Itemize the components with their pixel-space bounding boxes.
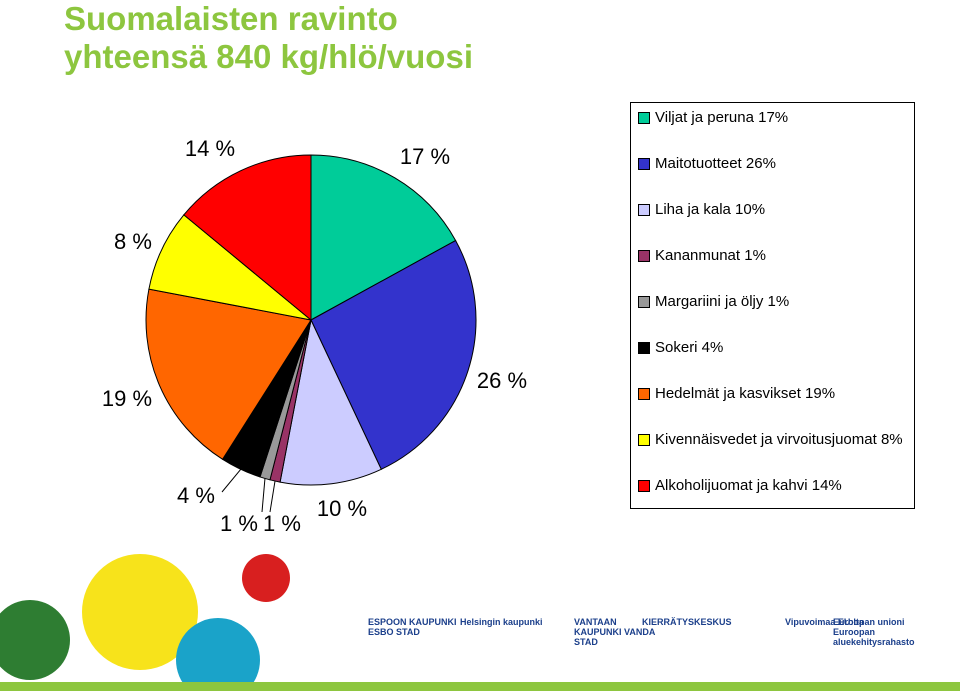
footer-bar	[0, 682, 960, 691]
decor-ball	[0, 600, 70, 680]
data-label: 1 %	[220, 511, 258, 536]
legend: Viljat ja peruna 17% Maitotuotteet 26% Lih…	[630, 102, 915, 509]
legend-swatch	[638, 480, 650, 492]
decor-ball	[176, 618, 260, 691]
logo-text: Vipuvoimaa EU:lta	[785, 617, 864, 627]
pie-slice	[310, 239, 477, 470]
legend-item: Liha ja kala 10%	[638, 201, 914, 247]
legend-swatch	[638, 204, 650, 216]
legend-item: Hedelmät ja kasvikset 19%	[638, 385, 914, 431]
legend-label: Alkoholijuomat ja kahvi 14%	[655, 477, 842, 494]
decor-ball	[242, 554, 290, 602]
logo-text: KIERRÄTYSKESKUS	[642, 617, 732, 627]
legend-item: Sokeri 4%	[638, 339, 914, 385]
leader-line	[269, 480, 276, 513]
legend-label: Maitotuotteet 26%	[655, 155, 776, 172]
data-label: 10 %	[317, 496, 367, 521]
legend-label: Hedelmät ja kasvikset 19%	[655, 385, 836, 402]
data-label: 14 %	[185, 136, 235, 161]
decor-ball	[82, 554, 198, 670]
legend-label: Kananmunat 1%	[655, 247, 766, 264]
legend-swatch	[638, 434, 650, 446]
leader-line	[221, 468, 242, 493]
leader-line	[261, 478, 266, 513]
legend-item: Kananmunat 1%	[638, 247, 914, 293]
pie-slice	[279, 318, 382, 486]
legend-item: Kivennäisvedet ja virvoitusjuomat 8%	[638, 431, 914, 477]
legend-item: Margariini ja öljy 1%	[638, 293, 914, 339]
legend-swatch	[638, 296, 650, 308]
logo-text: Euroopan unioni Euroopan aluekehitysraha…	[833, 617, 915, 647]
data-label: 19 %	[102, 386, 152, 411]
logo-text: Helsingin kaupunki	[460, 617, 543, 627]
data-label: 8 %	[114, 229, 152, 254]
legend-item: Alkoholijuomat ja kahvi 14%	[638, 477, 914, 523]
legend-label: Viljat ja peruna 17%	[655, 109, 789, 126]
pie-slice	[310, 154, 457, 321]
data-label: 17 %	[400, 144, 450, 169]
legend-swatch	[638, 342, 650, 354]
pie-slice	[145, 288, 312, 461]
legend-swatch	[638, 250, 650, 262]
legend-label: Sokeri 4%	[655, 339, 724, 356]
legend-swatch	[638, 388, 650, 400]
legend-swatch	[638, 112, 650, 124]
data-label: 4 %	[177, 483, 215, 508]
data-label: 1 %	[263, 511, 301, 536]
data-label: 26 %	[477, 368, 527, 393]
legend-label: Margariini ja öljy 1%	[655, 293, 790, 310]
legend-swatch	[638, 158, 650, 170]
legend-item: Maitotuotteet 26%	[638, 155, 914, 201]
logo-text: VANTAAN KAUPUNKI VANDA STAD	[574, 617, 655, 647]
logo-text: ESPOON KAUPUNKI ESBO STAD	[368, 617, 457, 637]
chart-title: Suomalaisten ravinto yhteensä 840 kg/hlö…	[64, 0, 473, 75]
legend-label: Liha ja kala 10%	[655, 201, 766, 218]
pie-slice	[183, 154, 312, 322]
legend-label: Kivennäisvedet ja virvoitusjuomat 8%	[655, 431, 903, 448]
legend-item: Viljat ja peruna 17%	[638, 109, 914, 155]
